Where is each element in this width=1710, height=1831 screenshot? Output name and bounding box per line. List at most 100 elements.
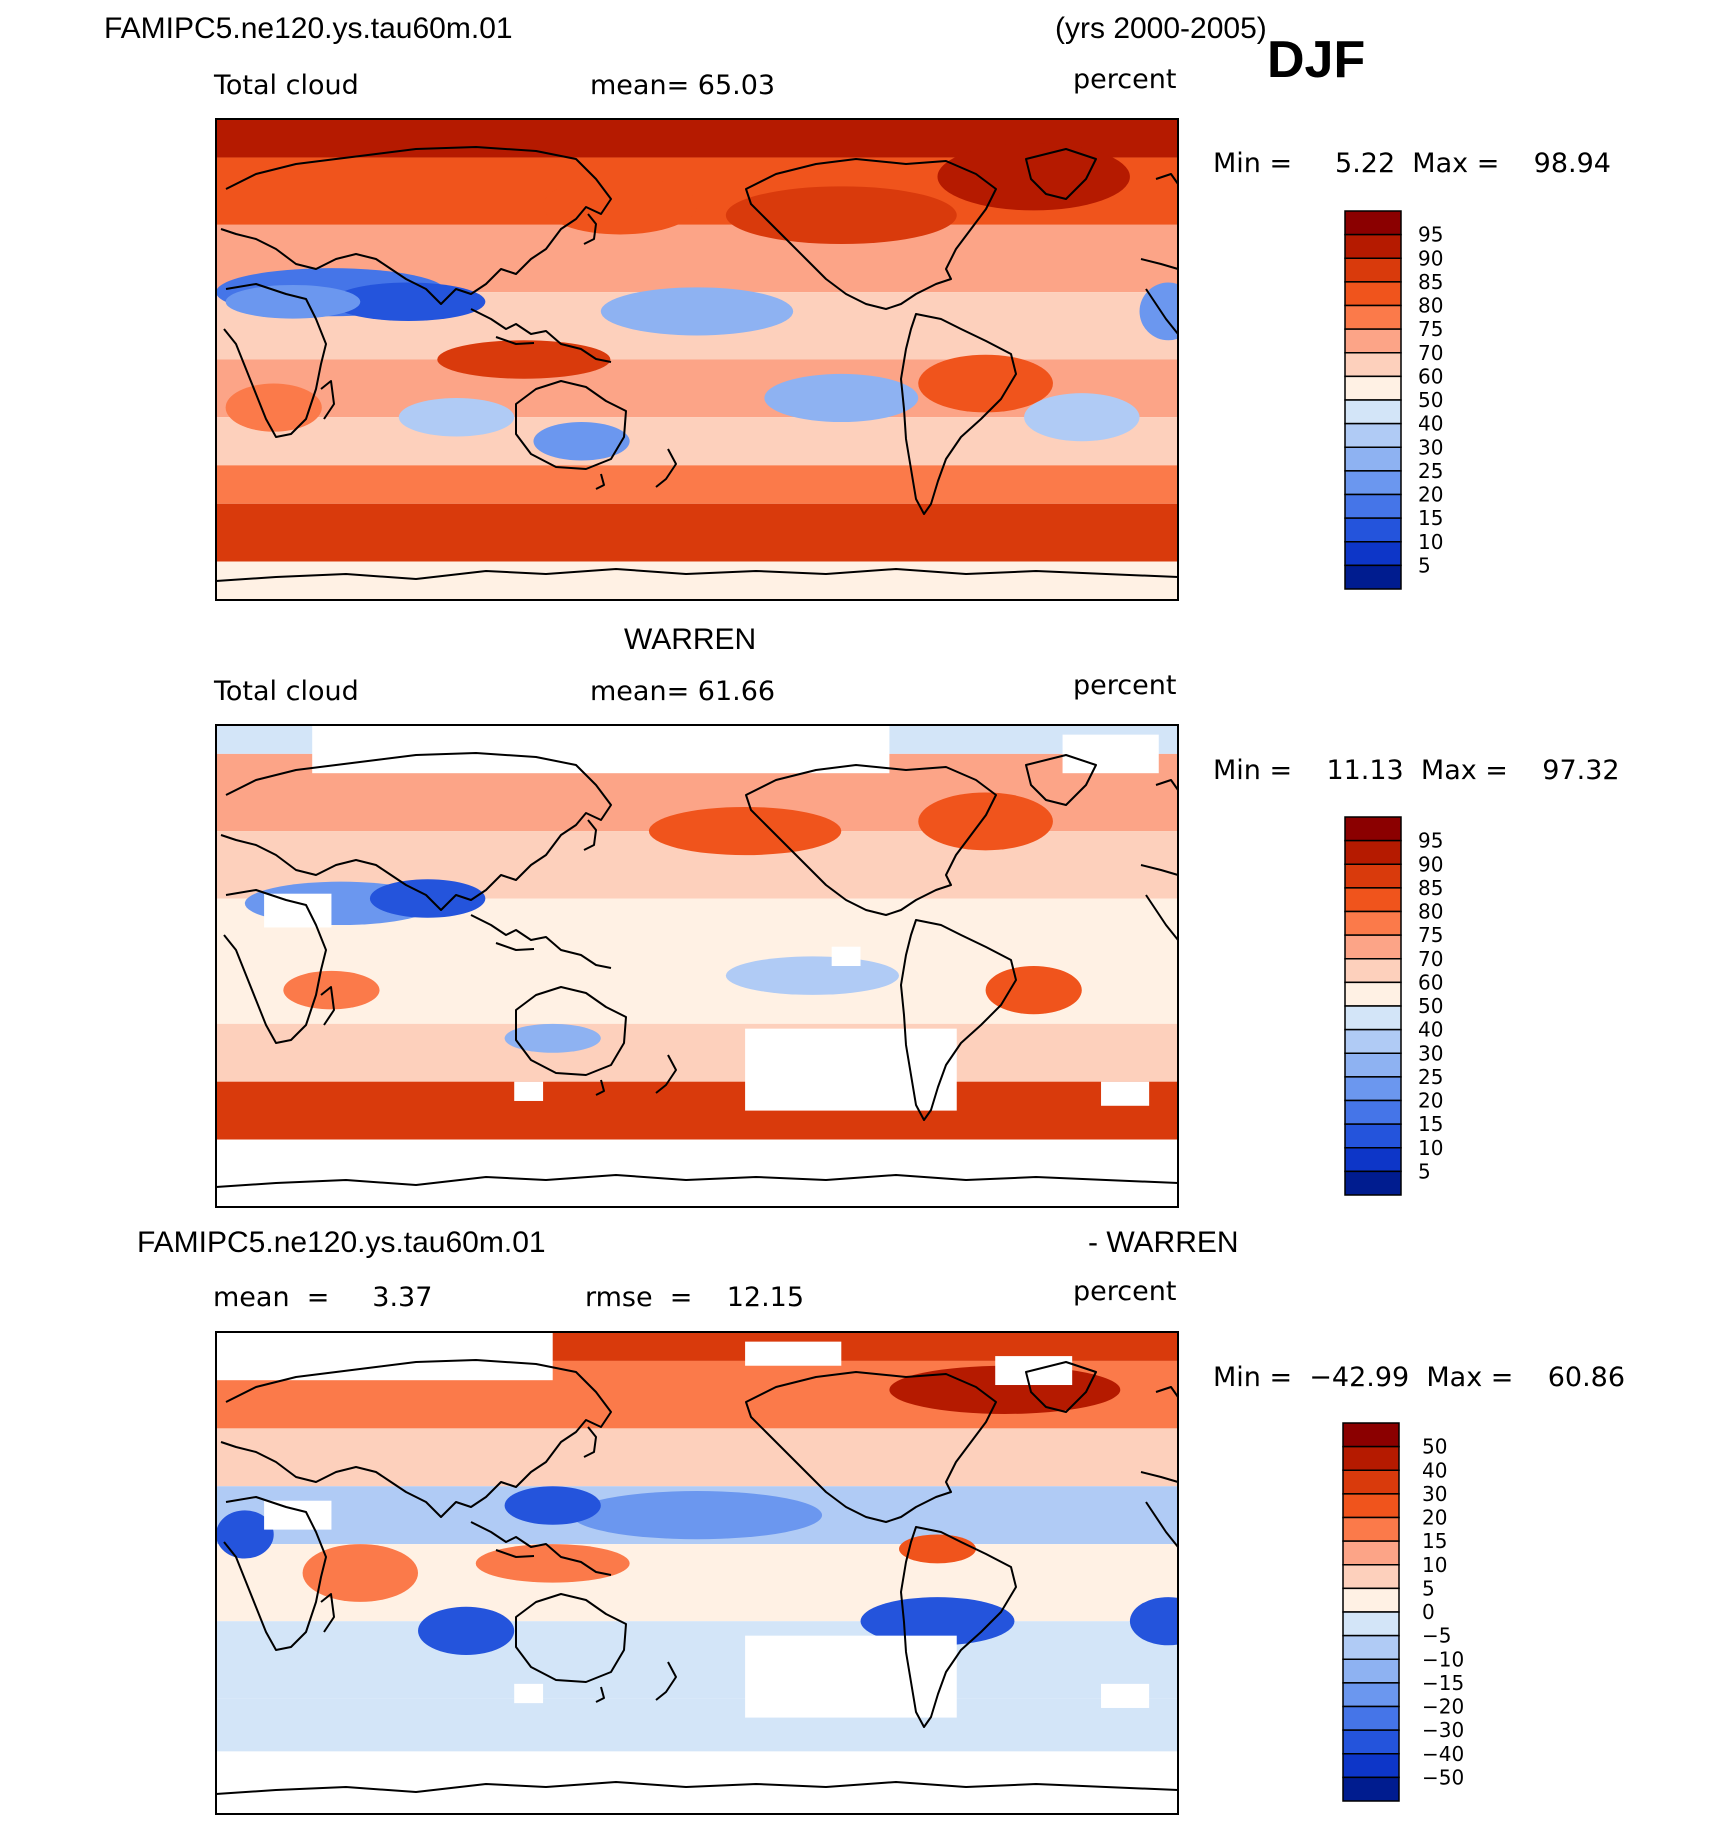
colorbar-tick-label: 80 — [1418, 900, 1443, 924]
missing-data — [216, 1332, 553, 1381]
colorbar-swatch — [1342, 1587, 1400, 1613]
field-feature — [216, 1510, 274, 1559]
field-band — [216, 1081, 1178, 1140]
panel3-title-left: FAMIPC5.ne120.ys.tau60m.01 — [137, 1226, 546, 1259]
colorbar-tick-label: 5 — [1418, 553, 1431, 577]
colorbar-tick-label: 90 — [1418, 246, 1443, 270]
field-feature — [918, 354, 1053, 413]
colorbar-tick-label: 0 — [1422, 1600, 1435, 1624]
colorbar-tick-label: 95 — [1418, 223, 1443, 247]
colorbar-swatch — [1344, 887, 1402, 913]
colorbar-swatch — [1344, 1170, 1402, 1196]
colorbar-tick-label: 15 — [1418, 506, 1443, 530]
field-feature — [899, 1534, 976, 1564]
field-feature — [543, 176, 697, 235]
colorbar-tick-label: 95 — [1418, 829, 1443, 853]
field-feature — [725, 956, 900, 995]
field-feature — [369, 879, 486, 918]
colorbar-swatch — [1344, 839, 1402, 865]
map-panel-diff — [215, 1331, 1179, 1815]
years-label: (yrs 2000-2005) — [1055, 12, 1267, 45]
colorbar-tick-label: 30 — [1418, 435, 1443, 459]
field-feature — [418, 1606, 515, 1655]
colorbar-swatch — [1344, 1052, 1402, 1078]
colorbar-tick-label: 40 — [1422, 1458, 1447, 1482]
colorbar-tick-label: −50 — [1422, 1765, 1464, 1789]
field-feature — [1129, 1597, 1178, 1646]
panel2-variable: Total cloud — [214, 676, 359, 707]
colorbar-tick-label: 30 — [1422, 1482, 1447, 1506]
colorbar-swatch — [1344, 1099, 1402, 1125]
missing-data — [831, 946, 861, 966]
colorbar-tick-label: 50 — [1418, 388, 1443, 412]
colorbar-swatch — [1344, 910, 1402, 936]
missing-data — [264, 1500, 332, 1530]
season-label: DJF — [1267, 31, 1366, 89]
case-title: FAMIPC5.ne120.ys.tau60m.01 — [104, 12, 513, 45]
field-feature — [1139, 282, 1178, 341]
field-feature — [985, 966, 1082, 1015]
field-band — [216, 1428, 1178, 1487]
colorbar-tick-label: −10 — [1422, 1647, 1464, 1671]
colorbar-tick-label: 5 — [1418, 1159, 1431, 1183]
panel1-variable: Total cloud — [214, 70, 359, 101]
colorbar-tick-label: 10 — [1418, 1136, 1443, 1160]
colorbar-swatch — [1344, 564, 1402, 590]
missing-data — [216, 1139, 1178, 1207]
colorbar-tick-label: 85 — [1418, 876, 1443, 900]
colorbar-swatch — [1344, 328, 1402, 354]
colorbar-swatch — [1344, 375, 1402, 401]
colorbar-swatch — [1342, 1682, 1400, 1708]
colorbar-swatch — [1342, 1564, 1400, 1590]
field-feature — [764, 373, 919, 423]
colorbar-swatch — [1344, 210, 1402, 236]
field-band — [216, 1023, 1178, 1082]
colorbar-tick-label: 40 — [1418, 1018, 1443, 1042]
colorbar-swatch — [1342, 1634, 1400, 1660]
colorbar-swatch — [1344, 281, 1402, 307]
colorbar-swatch — [1344, 304, 1402, 330]
panel3-rmse: rmse = 12.15 — [585, 1282, 805, 1313]
field-feature — [918, 792, 1053, 851]
missing-data — [1101, 1683, 1150, 1708]
colorbar-tick-label: −5 — [1422, 1624, 1451, 1648]
colorbar-tick-label: 30 — [1418, 1041, 1443, 1065]
panel2-mean: mean= 61.66 — [590, 676, 776, 707]
colorbar-swatch — [1342, 1469, 1400, 1495]
panel3-mean: mean = 3.37 — [213, 1282, 433, 1313]
colorbar-tick-label: −30 — [1422, 1718, 1464, 1742]
field-feature — [302, 1544, 419, 1602]
colorbar-tick-label: 20 — [1418, 1089, 1443, 1113]
colorbar-tick-label: 15 — [1422, 1529, 1447, 1553]
colorbar-tick-label: 10 — [1422, 1553, 1447, 1577]
missing-data — [1062, 734, 1159, 774]
field-feature — [504, 1023, 601, 1053]
colorbar-tick-label: 5 — [1422, 1576, 1435, 1600]
colorbar-tick-label: −40 — [1422, 1742, 1464, 1766]
field-feature — [860, 1597, 1015, 1646]
colorbar-swatch — [1342, 1493, 1400, 1519]
colorbar-tick-label: 40 — [1418, 412, 1443, 436]
field-feature — [937, 143, 1130, 211]
missing-data — [216, 1751, 1178, 1814]
field-band — [216, 1698, 1178, 1757]
panel3-minmax: Min = −42.99 Max = 60.86 — [1213, 1362, 1626, 1393]
panel2-minmax: Min = 11.13 Max = 97.32 — [1213, 755, 1620, 786]
colorbar-swatch — [1344, 446, 1402, 472]
colorbar-swatch — [1342, 1658, 1400, 1684]
colorbar-swatch — [1344, 958, 1402, 984]
colorbar-tick-label: 90 — [1418, 852, 1443, 876]
missing-data — [514, 1683, 544, 1704]
field-band — [216, 561, 1178, 600]
field-feature — [225, 383, 322, 432]
colorbar-tick-label: −20 — [1422, 1695, 1464, 1719]
field-feature — [225, 284, 361, 319]
field-feature — [504, 1486, 601, 1525]
colorbar-swatch — [1342, 1776, 1400, 1802]
map-panel-model — [215, 118, 1179, 601]
field-band — [216, 417, 1178, 466]
colorbar-swatch — [1344, 863, 1402, 889]
colorbar-tick-label: 25 — [1418, 459, 1443, 483]
colorbar-swatch — [1342, 1729, 1400, 1755]
